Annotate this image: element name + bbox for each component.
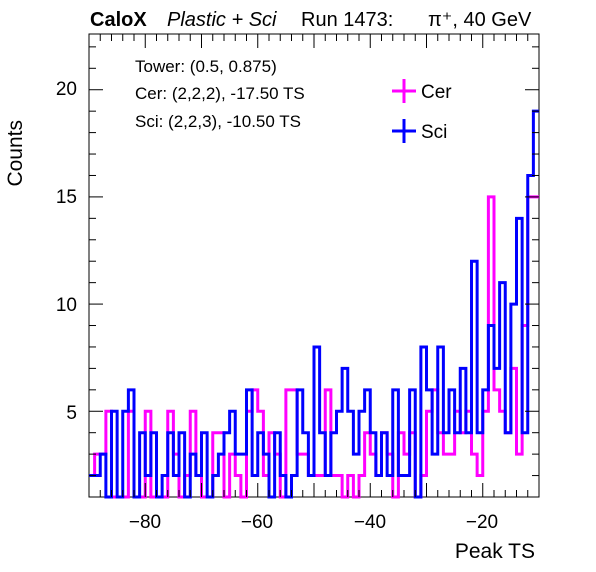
y-tick-label: 15 xyxy=(56,187,77,208)
x-tick-label: −20 xyxy=(466,512,498,533)
y-tick-label: 20 xyxy=(56,79,77,100)
series-line-sci xyxy=(89,109,539,499)
chart-title-particle: π⁺, 40 GeV xyxy=(428,9,532,31)
legend-marker-cer xyxy=(392,79,416,103)
axis-ticks xyxy=(88,34,540,498)
y-tick-label: 5 xyxy=(66,403,77,424)
legend-label-sci: Sci xyxy=(421,122,447,143)
chart-title-brand: CaloX xyxy=(90,9,147,31)
info-line-tower: Tower: (0.5, 0.875) xyxy=(135,57,277,76)
y-tick-label: 10 xyxy=(56,295,77,316)
legend-marker-sci xyxy=(392,119,416,143)
info-box xyxy=(125,48,383,146)
x-tick-label: −40 xyxy=(354,512,386,533)
legend: Cer Sci xyxy=(392,79,452,143)
y-axis-label: Counts xyxy=(4,120,27,187)
info-line-sci: Sci: (2,2,3), -10.50 TS xyxy=(135,112,301,131)
chart-title-run: Run 1473: xyxy=(301,9,393,31)
legend-label-cer: Cer xyxy=(421,82,452,103)
info-line-cer: Cer: (2,2,2), -17.50 TS xyxy=(135,84,305,103)
x-tick-label: −60 xyxy=(241,512,273,533)
chart-title-detector: Plastic + Sci xyxy=(167,9,277,31)
x-axis-label: Peak TS xyxy=(455,540,535,563)
x-tick-label: −80 xyxy=(129,512,161,533)
series-group xyxy=(89,109,539,499)
